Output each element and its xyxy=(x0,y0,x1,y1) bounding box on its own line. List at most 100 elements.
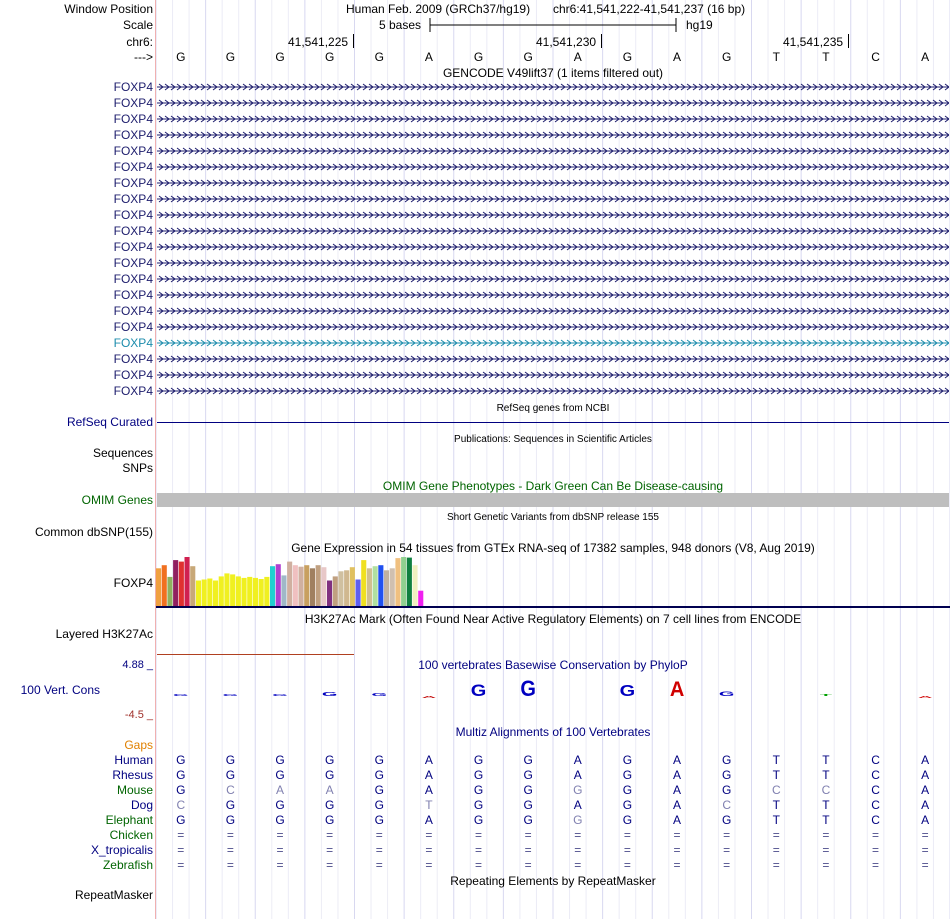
gencode-transcript-line[interactable] xyxy=(157,226,949,236)
gencode-transcript-line[interactable] xyxy=(157,290,949,300)
multiz-base: G xyxy=(325,798,335,812)
gtex-tissue-bar xyxy=(270,566,276,606)
gencode-transcript-line[interactable] xyxy=(157,146,949,156)
gencode-transcript-line[interactable] xyxy=(157,178,949,188)
gencode-transcript-line[interactable] xyxy=(157,258,949,268)
gencode-gene-label[interactable]: FOXP4 xyxy=(113,352,153,366)
gtex-tissue-bar xyxy=(372,566,378,606)
repeatmasker-track-label[interactable]: RepeatMasker xyxy=(74,888,153,902)
gtex-track-label[interactable]: FOXP4 xyxy=(113,576,153,590)
multiz-species-label[interactable]: Human xyxy=(114,753,153,767)
dbsnp-track-label[interactable]: Common dbSNP(155) xyxy=(34,525,153,539)
gencode-transcript-line[interactable] xyxy=(157,162,949,172)
base-letter: G xyxy=(722,50,732,64)
gencode-gene-label[interactable]: FOXP4 xyxy=(113,128,153,142)
gencode-transcript-line[interactable] xyxy=(157,210,949,220)
phylop-conservation-chart[interactable]: G G G G G A G G G A G TA xyxy=(156,676,950,706)
publications-label-line2[interactable]: SNPs xyxy=(122,461,153,475)
multiz-species-label[interactable]: X_tropicalis xyxy=(90,843,153,857)
gencode-transcript-line[interactable] xyxy=(157,98,949,108)
multiz-base: G xyxy=(523,753,533,767)
scale-bar xyxy=(429,18,677,32)
multiz-species-label[interactable]: Rhesus xyxy=(112,768,153,782)
multiz-base: = xyxy=(375,843,383,857)
multiz-species-label[interactable]: Zebrafish xyxy=(102,858,153,872)
publications-track-title[interactable]: Publications: Sequences in Scientific Ar… xyxy=(454,434,652,445)
gencode-transcript-line[interactable] xyxy=(157,130,949,140)
gtex-tissue-bar xyxy=(201,579,207,606)
gencode-gene-label[interactable]: FOXP4 xyxy=(113,272,153,286)
gencode-gene-label[interactable]: FOXP4 xyxy=(113,144,153,158)
gencode-gene-label[interactable]: FOXP4 xyxy=(113,384,153,398)
refseq-gene-line[interactable] xyxy=(157,422,949,423)
scale-label: Scale xyxy=(122,18,153,32)
gencode-track-title[interactable]: GENCODE V49lift37 (1 items filtered out) xyxy=(442,66,664,80)
repeatmasker-track-title[interactable]: Repeating Elements by RepeatMasker xyxy=(450,874,656,888)
publications-label-line1[interactable]: Sequences xyxy=(92,446,153,460)
gencode-transcript-line[interactable] xyxy=(157,354,949,364)
gencode-gene-label[interactable]: FOXP4 xyxy=(113,160,153,174)
gencode-transcript-line[interactable] xyxy=(157,194,949,204)
gencode-gene-label[interactable]: FOXP4 xyxy=(113,304,153,318)
strand-chevrons xyxy=(158,115,949,123)
gencode-transcript-line[interactable] xyxy=(157,306,949,316)
gencode-transcript-line[interactable] xyxy=(157,274,949,284)
gtex-tissue-bar xyxy=(218,576,224,606)
gencode-gene-label[interactable]: FOXP4 xyxy=(113,336,153,350)
phylop-track-title[interactable]: 100 vertebrates Basewise Conservation by… xyxy=(418,658,688,672)
multiz-base: A xyxy=(424,813,433,827)
gtex-track-title[interactable]: Gene Expression in 54 tissues from GTEx … xyxy=(291,541,815,555)
gencode-gene-label[interactable]: FOXP4 xyxy=(113,288,153,302)
multiz-base: T xyxy=(822,768,830,782)
gencode-transcript-line[interactable] xyxy=(157,322,949,332)
gencode-gene-label[interactable]: FOXP4 xyxy=(113,224,153,238)
omim-track-label[interactable]: OMIM Genes xyxy=(81,493,153,507)
multiz-species-label[interactable]: Elephant xyxy=(105,813,153,827)
gtex-tissue-bar xyxy=(401,557,407,606)
gtex-tissue-bar xyxy=(378,565,384,606)
gencode-gene-label[interactable]: FOXP4 xyxy=(113,256,153,270)
gencode-transcript-line[interactable] xyxy=(157,242,949,252)
gencode-gene-label[interactable]: FOXP4 xyxy=(113,240,153,254)
gencode-gene-label[interactable]: FOXP4 xyxy=(113,320,153,334)
strand-chevrons xyxy=(158,307,949,315)
gencode-transcript-line[interactable] xyxy=(157,338,949,348)
multiz-base: G xyxy=(176,813,186,827)
multiz-track-title[interactable]: Multiz Alignments of 100 Vertebrates xyxy=(455,725,651,739)
phylop-track-label[interactable]: 100 Vert. Cons xyxy=(20,683,100,697)
gencode-transcript-line[interactable] xyxy=(157,114,949,124)
gencode-gene-label[interactable]: FOXP4 xyxy=(113,208,153,222)
gencode-gene-label[interactable]: FOXP4 xyxy=(113,192,153,206)
refseq-track-label[interactable]: RefSeq Curated xyxy=(66,415,153,429)
omim-gene-block[interactable] xyxy=(157,493,949,507)
multiz-species-label[interactable]: Dog xyxy=(130,798,153,812)
gencode-gene-label[interactable]: FOXP4 xyxy=(113,80,153,94)
omim-track-title[interactable]: OMIM Gene Phenotypes - Dark Green Can Be… xyxy=(382,479,724,493)
multiz-base: = xyxy=(623,828,631,842)
h3k27ac-track-title[interactable]: H3K27Ac Mark (Often Found Near Active Re… xyxy=(304,612,802,626)
strand-chevrons xyxy=(158,339,949,347)
multiz-base: = xyxy=(723,858,731,872)
gtex-tissue-bar xyxy=(338,571,344,606)
dbsnp-track-title[interactable]: Short Genetic Variants from dbSNP releas… xyxy=(447,512,659,523)
gtex-tissue-bar xyxy=(384,570,390,606)
gencode-gene-label[interactable]: FOXP4 xyxy=(113,96,153,110)
gencode-transcript-line[interactable] xyxy=(157,370,949,380)
multiz-base: C xyxy=(722,798,732,812)
multiz-species-label[interactable]: Mouse xyxy=(116,783,153,797)
multiz-base: = xyxy=(772,858,780,872)
refseq-track-title[interactable]: RefSeq genes from NCBI xyxy=(496,403,610,414)
gencode-transcript-line[interactable] xyxy=(157,386,949,396)
gencode-gene-label[interactable]: FOXP4 xyxy=(113,112,153,126)
multiz-base: G xyxy=(473,813,484,827)
multiz-base: G xyxy=(325,768,335,782)
multiz-species-label[interactable]: Chicken xyxy=(109,828,153,842)
gtex-expression-chart[interactable] xyxy=(156,555,556,607)
gencode-gene-label[interactable]: FOXP4 xyxy=(113,176,153,190)
multiz-gaps-label[interactable]: Gaps xyxy=(124,738,153,752)
multiz-base: A xyxy=(673,813,682,827)
gencode-transcript-line[interactable] xyxy=(157,82,949,92)
gencode-gene-label[interactable]: FOXP4 xyxy=(113,368,153,382)
h3k27ac-track-label[interactable]: Layered H3K27Ac xyxy=(55,627,153,641)
